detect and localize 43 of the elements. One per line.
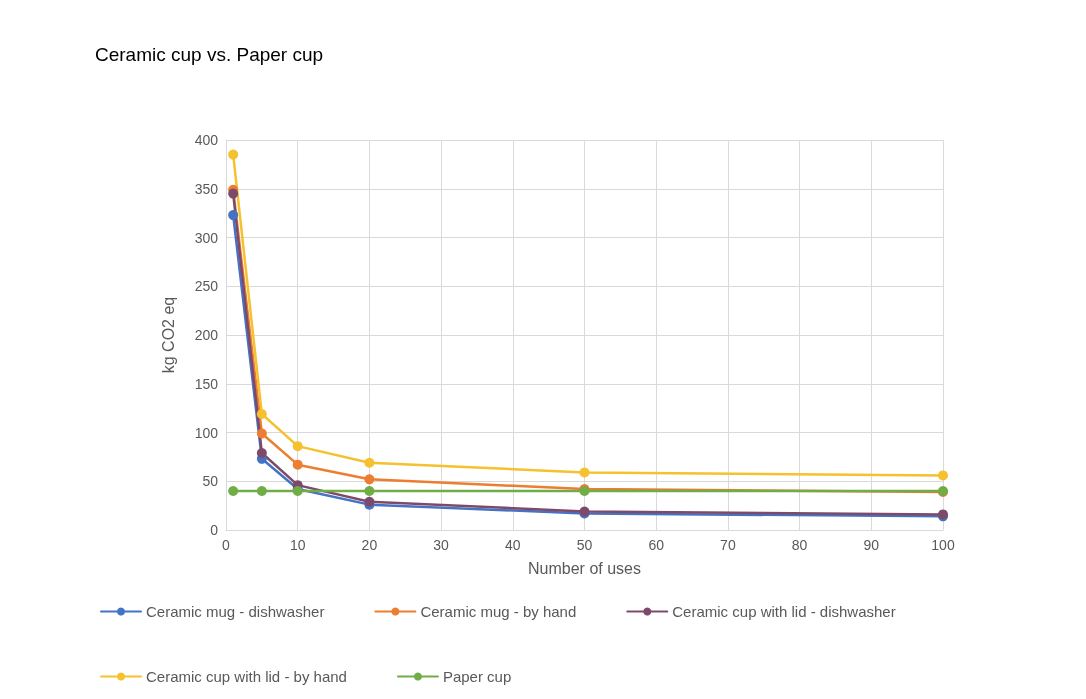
point [292, 441, 303, 452]
x-tick-label: 100 [931, 537, 955, 553]
y-tick-label: 250 [194, 278, 219, 295]
x-tick-label: 50 [576, 537, 593, 553]
point [256, 486, 267, 496]
y-tick-label: 100 [194, 424, 219, 441]
x-tick-label: 20 [361, 537, 378, 553]
point [228, 210, 239, 221]
y-tick-label: 150 [194, 375, 219, 392]
point [364, 486, 375, 496]
x-tick-label: 60 [648, 537, 665, 553]
x-tick-label: 10 [289, 537, 306, 553]
point [228, 149, 239, 160]
point [256, 447, 267, 458]
legend-label: Paper cup [442, 668, 512, 685]
x-axis-title: Number of uses [528, 559, 641, 577]
legend-label: Ceramic mug - by hand [420, 603, 577, 620]
point [256, 408, 267, 419]
point [228, 188, 239, 199]
y-tick-label: 300 [194, 229, 219, 246]
y-tick-label: 200 [194, 327, 219, 343]
legend-label: Ceramic cup with lid - by hand [146, 668, 347, 685]
point [364, 457, 375, 468]
y-tick-label: 400 [194, 132, 219, 148]
x-tick-label: 0 [222, 537, 231, 553]
chart-title: Ceramic cup vs. Paper cup [95, 44, 324, 65]
point [256, 428, 267, 439]
x-tick-label: 90 [863, 537, 880, 553]
y-tick-label: 50 [202, 473, 219, 490]
point [364, 474, 375, 485]
point [938, 470, 948, 481]
x-tick-label: 80 [791, 537, 808, 553]
y-tick-label: 0 [210, 522, 219, 538]
x-tick-label: 40 [505, 537, 521, 553]
legend-label: Ceramic cup with lid - dishwasher [672, 603, 896, 620]
point [228, 486, 239, 496]
legend-label: Ceramic mug - dishwasher [146, 603, 325, 620]
x-tick-label: 70 [720, 537, 736, 553]
point [292, 459, 303, 470]
point [579, 467, 590, 478]
y-tick-label: 350 [194, 180, 219, 197]
y-axis-title: kg CO2 eq [159, 296, 177, 374]
x-tick-label: 30 [433, 537, 450, 553]
